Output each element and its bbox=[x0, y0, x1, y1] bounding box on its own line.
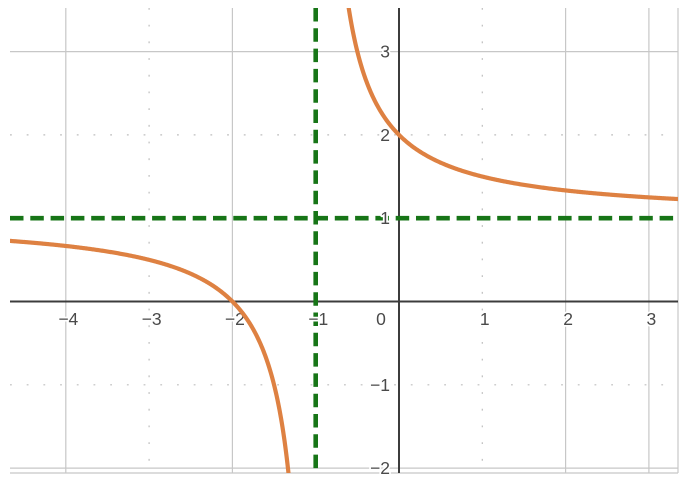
x-tick-label: 0 bbox=[376, 309, 386, 329]
curve-branch bbox=[10, 238, 291, 473]
x-tick-label: 2 bbox=[563, 309, 573, 329]
x-tick-label: 3 bbox=[647, 309, 657, 329]
x-tick-label: −3 bbox=[142, 309, 162, 329]
y-tick-label: 3 bbox=[380, 42, 390, 62]
x-tick-label: 1 bbox=[480, 309, 490, 329]
gridlines bbox=[10, 8, 678, 473]
curve-branch bbox=[346, 8, 678, 202]
function-curve bbox=[10, 8, 678, 473]
y-tick-label: −2 bbox=[370, 458, 390, 478]
y-tick-label: −1 bbox=[370, 375, 390, 395]
x-tick-label: −4 bbox=[58, 309, 78, 329]
y-tick-label: 1 bbox=[380, 208, 390, 228]
y-tick-label: 2 bbox=[380, 125, 390, 145]
x-tick-label: −1 bbox=[308, 309, 328, 329]
